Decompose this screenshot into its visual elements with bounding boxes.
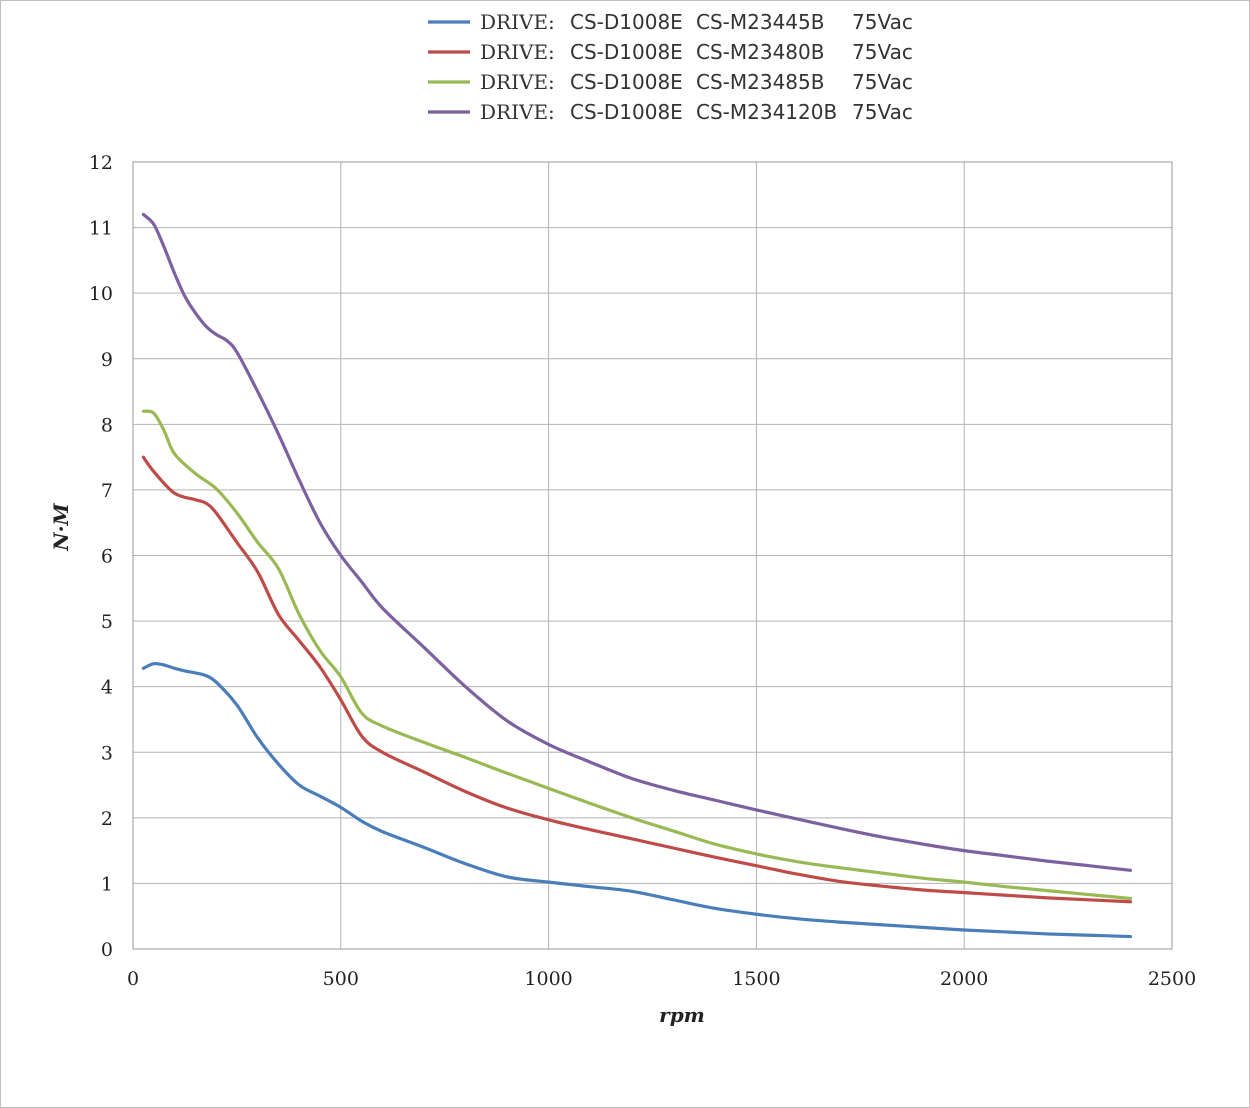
y-tick-label: 4 [101,677,113,699]
legend-prefix: DRIVE: [480,10,555,34]
legend-prefix: DRIVE: [480,40,555,64]
series-lines [141,212,1133,939]
legend-voltage: 75Vac [852,100,913,124]
y-tick-label: 11 [89,218,113,240]
series-line-CS-M234120B [141,212,1133,872]
series-line-CS-M23480B [141,455,1133,904]
y-tick-label: 8 [101,414,113,436]
gridlines [132,161,1173,950]
y-tick-label: 10 [89,283,113,305]
x-tick-label: 1000 [524,968,572,990]
y-tick-label: 9 [101,349,113,371]
legend-drive-model: CS-D1008E [570,40,683,64]
legend-drive-model: CS-D1008E [570,100,683,124]
y-tick-label: 3 [101,742,113,764]
legend-prefix: DRIVE: [480,70,555,94]
y-tick-label: 12 [89,152,113,174]
x-tick-label: 2500 [1148,968,1196,990]
x-tick-label: 500 [323,968,359,990]
series-line-CS-M23485B [141,409,1133,901]
x-tick-label: 2000 [940,968,988,990]
legend-voltage: 75Vac [852,70,913,94]
y-tick-label: 0 [101,939,113,961]
legend: DRIVE: CS-D1008E CS-M23445B 75Vac DRIVE: CS-D… [428,10,913,124]
series-line-CS-M23445B [141,661,1133,939]
legend-motor-model: CS-M23485B [696,70,824,94]
x-tick-label: 1500 [732,968,780,990]
x-tick-label: 0 [127,968,139,990]
y-tick-label: 1 [101,873,113,895]
y-tick-label: 5 [101,611,113,633]
y-axis-title: N·M [49,502,73,551]
legend-drive-model: CS-D1008E [570,10,683,34]
legend-motor-model: CS-M23480B [696,40,824,64]
y-tick-label: 6 [101,546,113,568]
legend-voltage: 75Vac [852,10,913,34]
legend-motor-model: CS-M23445B [696,10,824,34]
legend-voltage: 75Vac [852,40,913,64]
y-tick-label: 7 [101,480,113,502]
legend-motor-model: CS-M234120B [696,100,837,124]
y-tick-label: 2 [101,808,113,830]
plot-area [132,161,1173,950]
x-axis-title: rpm [659,1003,705,1027]
legend-prefix: DRIVE: [480,100,555,124]
legend-drive-model: CS-D1008E [570,70,683,94]
